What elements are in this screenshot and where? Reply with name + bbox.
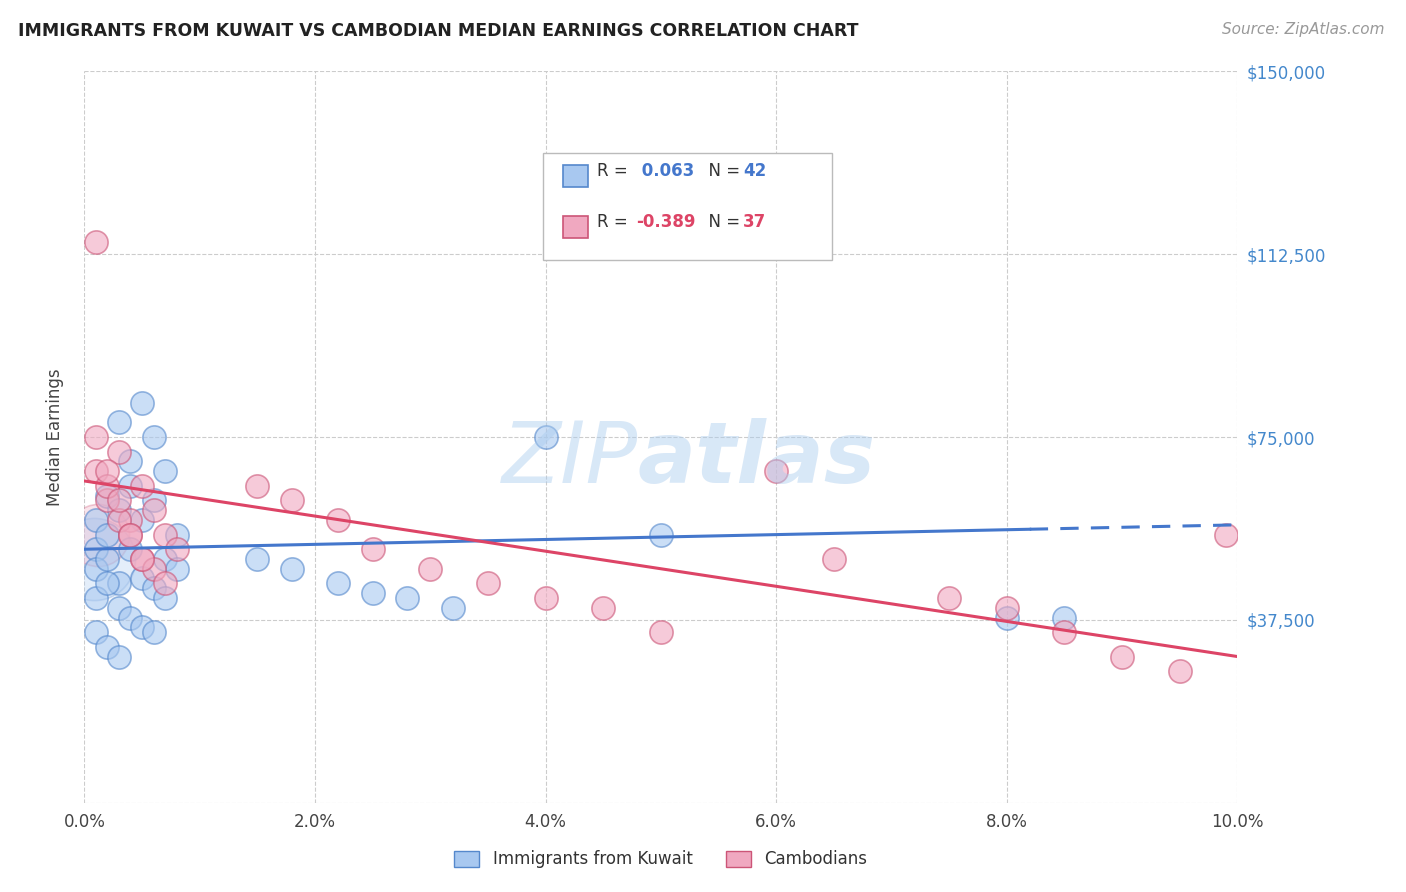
Point	[120, 527, 142, 541]
Point	[396, 591, 419, 605]
Point	[534, 591, 557, 605]
Point	[120, 610, 142, 624]
Point	[131, 479, 153, 493]
Point	[1111, 649, 1133, 664]
Point	[120, 527, 142, 541]
Point	[142, 493, 165, 508]
Point	[96, 527, 118, 541]
Point	[326, 576, 349, 591]
Point	[131, 552, 153, 566]
Point	[131, 513, 153, 527]
Point	[361, 542, 384, 557]
Point	[1215, 527, 1237, 541]
Point	[84, 235, 107, 249]
Point	[281, 562, 304, 576]
Point	[96, 493, 118, 508]
Point	[108, 576, 131, 591]
Point	[131, 572, 153, 586]
Text: 42: 42	[744, 162, 766, 180]
Point	[84, 625, 107, 640]
Point	[153, 464, 176, 478]
Point	[84, 430, 107, 444]
Point	[84, 591, 107, 605]
Point	[534, 430, 557, 444]
Point	[108, 600, 131, 615]
Point	[1053, 610, 1076, 624]
Point	[120, 542, 142, 557]
Point	[96, 489, 118, 503]
Point	[166, 527, 188, 541]
Point	[87, 527, 110, 541]
Point	[153, 591, 176, 605]
Point	[131, 552, 153, 566]
Point	[281, 493, 304, 508]
Point	[108, 416, 131, 430]
Text: 37: 37	[744, 213, 766, 231]
Point	[361, 586, 384, 600]
Text: N =: N =	[699, 213, 745, 231]
Point	[153, 552, 176, 566]
Text: R =: R =	[598, 213, 633, 231]
Point	[84, 513, 107, 527]
Point	[166, 562, 188, 576]
Point	[83, 552, 105, 566]
Point	[108, 649, 131, 664]
Point	[84, 464, 107, 478]
Point	[108, 493, 131, 508]
Point	[108, 444, 131, 458]
Point	[1168, 664, 1191, 678]
Point	[995, 600, 1018, 615]
Point	[142, 562, 165, 576]
Point	[84, 542, 107, 557]
Point	[765, 464, 787, 478]
Point	[246, 552, 269, 566]
Point	[153, 576, 176, 591]
Point	[131, 396, 153, 410]
Point	[96, 464, 118, 478]
Point	[326, 513, 349, 527]
Point	[938, 591, 960, 605]
Point	[592, 600, 614, 615]
Point	[108, 513, 131, 527]
Point	[96, 640, 118, 654]
Point	[1053, 625, 1076, 640]
Point	[142, 625, 165, 640]
Text: Source: ZipAtlas.com: Source: ZipAtlas.com	[1222, 22, 1385, 37]
Point	[120, 454, 142, 468]
Point	[96, 576, 118, 591]
Point	[96, 552, 118, 566]
Point	[650, 625, 672, 640]
Point	[419, 562, 441, 576]
Point	[142, 581, 165, 595]
Point	[142, 503, 165, 517]
Text: R =: R =	[598, 162, 633, 180]
Point	[96, 479, 118, 493]
Point	[823, 552, 845, 566]
Point	[441, 600, 464, 615]
Point	[995, 610, 1018, 624]
Text: 0.063: 0.063	[637, 162, 695, 180]
Point	[153, 527, 176, 541]
Text: ZIP: ZIP	[502, 417, 638, 500]
Point	[108, 503, 131, 517]
Text: IMMIGRANTS FROM KUWAIT VS CAMBODIAN MEDIAN EARNINGS CORRELATION CHART: IMMIGRANTS FROM KUWAIT VS CAMBODIAN MEDI…	[18, 22, 859, 40]
Text: -0.389: -0.389	[637, 213, 696, 231]
Legend: Immigrants from Kuwait, Cambodians: Immigrants from Kuwait, Cambodians	[447, 844, 875, 875]
Point	[84, 562, 107, 576]
Point	[166, 542, 188, 557]
Text: N =: N =	[699, 162, 745, 180]
Text: atlas: atlas	[638, 417, 876, 500]
Point	[120, 513, 142, 527]
Point	[120, 479, 142, 493]
Point	[142, 430, 165, 444]
Point	[131, 620, 153, 634]
Point	[650, 527, 672, 541]
Point	[477, 576, 499, 591]
Point	[246, 479, 269, 493]
Y-axis label: Median Earnings: Median Earnings	[45, 368, 63, 506]
